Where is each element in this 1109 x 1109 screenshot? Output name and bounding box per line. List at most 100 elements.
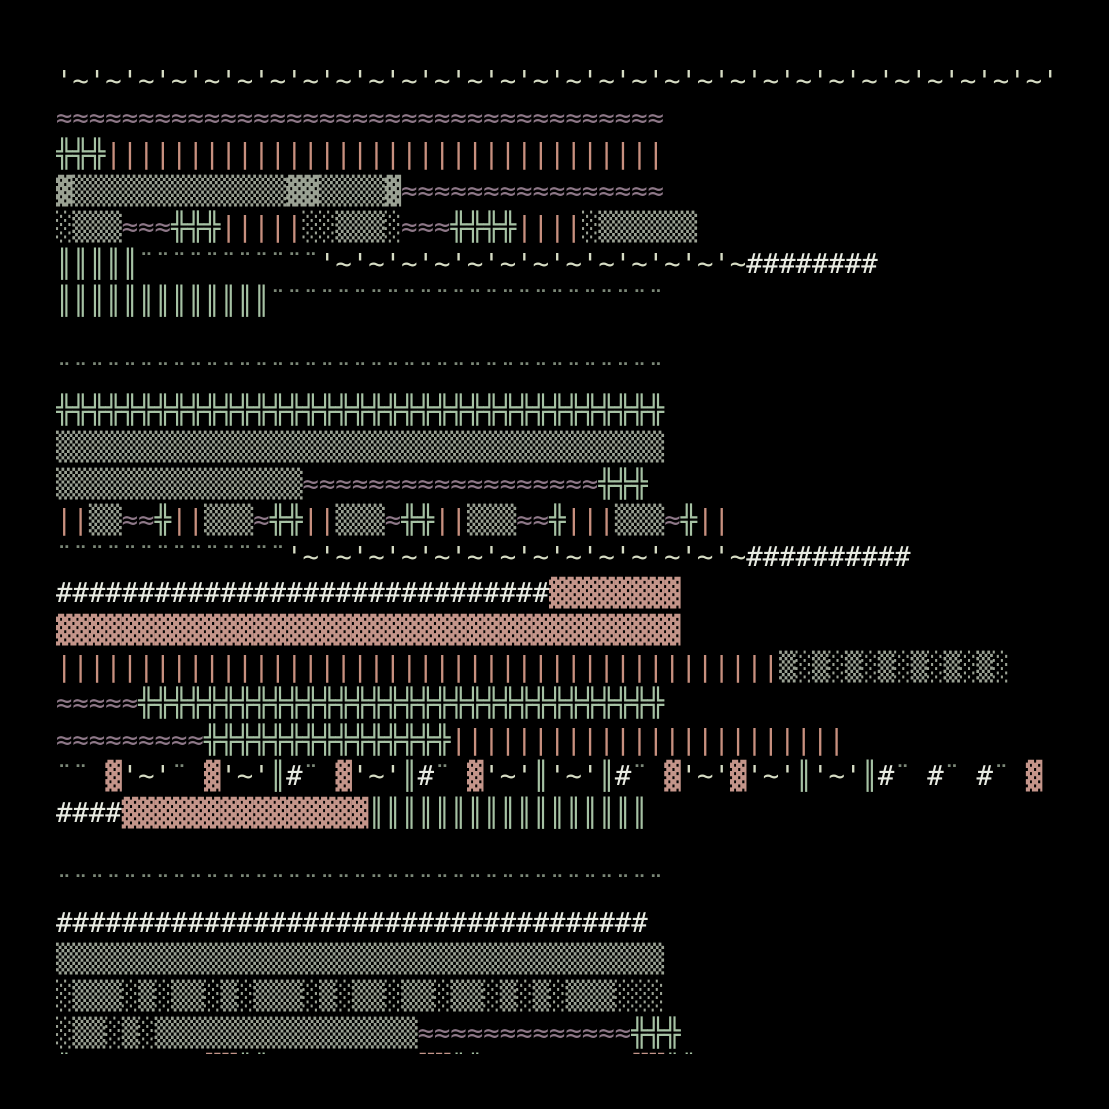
glyph-run-cross: ╬╬╬╬╬╬╬╬╬╬╬╬╬╬╬ bbox=[203, 724, 451, 756]
glyph-row: '~'~'~'~'~'~'~'~'~'~'~'~'~'~'~'~'~'~'~'~… bbox=[56, 64, 1054, 100]
glyph-row: ≈≈≈≈≈╬╬╬╬╬╬╬╬╬╬╬╬╬╬╬╬╬╬╬╬╬╬╬╬╬╬╬╬╬╬╬╬ bbox=[56, 686, 1054, 722]
glyph-run-tilde-line: '~'~'~'~'~'~'~'~'~'~'~'~'~ bbox=[318, 249, 747, 280]
glyph-row: ▓▒▒▒▒▒▒▒▒▒▒▒▒▒▓▓▒▒▒▒▓≈≈≈≈≈≈≈≈≈≈≈≈≈≈≈≈ bbox=[56, 174, 1054, 210]
glyph-run-dots: ¨ bbox=[631, 761, 665, 793]
glyph-run-shade: ▒▒▒ bbox=[466, 505, 517, 537]
glyph-run-tilde-line: '~'~'~'~'~'~'~'~'~'~'~'~'~'~'~'~'~'~'~'~… bbox=[56, 66, 1054, 97]
glyph-run-block: ▓▓▓▓▓▓▓▓▓▓▓▓▓▓▓▓▓▓▓▓▓▓▓▓▓▓▓▓▓▓▓▓▓▓▓▓▓▓ bbox=[56, 615, 681, 646]
glyph-run-shade: ▒▒▒ bbox=[614, 505, 665, 537]
glyph-row: ≈≈≈≈≈≈≈≈≈╬╬╬╬╬╬╬╬╬╬╬╬╬╬╬||||||||||||||||… bbox=[56, 723, 1054, 759]
glyph-run-shade: ▒▒ bbox=[88, 505, 122, 537]
glyph-run-block: ▓ bbox=[466, 761, 484, 793]
glyph-row bbox=[56, 320, 1054, 356]
glyph-run-block: ▓▓▓▓▓▓▓▓▓▓▓▓▓▓▓ bbox=[121, 798, 369, 829]
glyph-run-hash: # bbox=[417, 761, 435, 793]
glyph-row: ¨¨¨¨¨¨¨¨¨¨¨¨¨¨¨¨¨¨¨¨¨¨¨¨¨¨¨¨¨¨¨¨¨¨¨¨¨ bbox=[56, 357, 1054, 393]
glyph-run-dbl-bar: ║ bbox=[269, 761, 287, 793]
glyph-run-hash: ########## bbox=[746, 541, 911, 573]
glyph-run-hash: # bbox=[927, 761, 944, 793]
glyph-run-pipe: || bbox=[171, 505, 204, 537]
glyph-run-dbl-bar: ║ bbox=[861, 761, 878, 793]
glyph-row: ║¨¨'~'~##▓▓║║¨¨'~'~###▓▓║║¨¨'~'~###▓▓║║¨… bbox=[56, 1052, 1054, 1054]
glyph-run-cross: ╬╬ bbox=[269, 505, 303, 537]
glyph-run-shade: ░▒▒▒▒▒▒ bbox=[581, 212, 698, 244]
glyph-run-block: ▓ bbox=[105, 761, 122, 793]
glyph-run-dots: ¨¨¨¨¨¨¨¨¨¨¨¨¨¨¨¨¨¨¨¨¨¨¨¨¨¨¨¨¨¨¨¨¨¨¨¨¨ bbox=[56, 358, 665, 390]
glyph-run-block: ▓ bbox=[664, 761, 681, 793]
glyph-run-dbl-bar: ║ bbox=[795, 761, 813, 793]
glyph-run-dbl-bar: ║║║║║║║║║║║║║║║║║ bbox=[368, 798, 648, 829]
glyph-run-shade: ▒▒▒▒▒▒▒▒▒▒▒▒▒▒▒ bbox=[56, 468, 303, 500]
glyph-run-shade: ▒▒▒▒▒▒▒▒▒▒▒▒▒▒▒▒▒▒▒▒▒▒▒▒▒▒▒▒▒▒▒▒▒▒▒▒▒ bbox=[56, 944, 665, 976]
glyph-run-shade: ░▒▒▒ bbox=[56, 212, 122, 244]
glyph-run-dots: ¨ bbox=[302, 761, 336, 793]
glyph-run-dots: ¨ bbox=[992, 761, 1026, 793]
glyph-run-dbl-bar: ║ bbox=[598, 761, 615, 793]
glyph-run-block: ▓▓▓▓▓▓▓▓ bbox=[549, 578, 681, 610]
glyph-run-cross: ╬╬╬╬╬╬╬╬╬╬╬╬╬╬╬╬╬╬╬╬╬╬╬╬╬╬╬╬╬╬╬╬ bbox=[138, 688, 665, 720]
glyph-run-wave: ≈≈ bbox=[121, 505, 155, 537]
glyph-run-wave: ≈≈≈≈≈ bbox=[56, 688, 139, 720]
glyph-run-shade: ░▒▒▒░▒░▒▒░▒░▒▒▒░▒░▒▒░▒▒░▒▒░▒░▒░▒▒▒░░░ bbox=[56, 981, 665, 1012]
glyph-run-tilde-line: '~' bbox=[746, 761, 796, 793]
glyph-run-shade: ▓▒▒▒▒▒▒▒▒▒▒▒▒▒▓▓▒▒▒▒▓ bbox=[56, 175, 402, 207]
glyph-row: ╬╬╬|||||||||||||||||||||||||||||||||| bbox=[56, 137, 1054, 173]
glyph-run-hash: # bbox=[877, 761, 895, 793]
glyph-run-cross: ╬╬ bbox=[401, 505, 435, 537]
glyph-run-pipe: || bbox=[302, 505, 336, 537]
glyph-row: ║║║║║¨¨¨¨¨¨¨¨¨¨¨'~'~'~'~'~'~'~'~'~'~'~'~… bbox=[56, 247, 1054, 283]
glyph-run-wave: ≈≈≈≈≈≈≈≈≈ bbox=[56, 724, 204, 756]
glyph-run-pipe: || bbox=[697, 505, 730, 537]
glyph-run-cross: ╬╬╬╬ bbox=[450, 212, 517, 244]
glyph-run-block: ▓ bbox=[1025, 761, 1043, 793]
glyph-run-shade: ▒▒▒▒▒▒▒▒▒▒▒▒▒▒▒▒▒▒▒▒▒▒▒▒▒▒▒▒▒▒▒▒▒▒▒▒▒ bbox=[56, 432, 665, 463]
glyph-row: ▒▒▒▒▒▒▒▒▒▒▒▒▒▒▒▒▒▒▒▒▒▒▒▒▒▒▒▒▒▒▒▒▒▒▒▒▒ bbox=[56, 942, 1054, 978]
glyph-run-hash: # bbox=[614, 761, 632, 793]
glyph-run-wave: ≈≈≈≈≈≈≈≈≈≈≈≈≈≈≈≈ bbox=[401, 175, 665, 207]
glyph-run-hash: #################################### bbox=[56, 907, 648, 939]
glyph-run-block: ▓ bbox=[203, 761, 221, 793]
glyph-row: ░▒▒▒░▒░▒▒░▒░▒▒▒░▒░▒▒░▒▒░▒▒░▒░▒░▒▒▒░░░ bbox=[56, 979, 1054, 1015]
glyph-run-tilde-line: '~'~'~'~'~'~'~'~'~'~'~'~'~'~ bbox=[286, 541, 747, 573]
glyph-run-cross: ╬╬╬ bbox=[598, 468, 648, 500]
glyph-run-block: ▓ bbox=[335, 761, 352, 793]
glyph-run-cross: ╬╬╬ bbox=[56, 139, 106, 171]
glyph-run-hash: #### bbox=[56, 798, 122, 829]
glyph-row: ╬╬╬╬╬╬╬╬╬╬╬╬╬╬╬╬╬╬╬╬╬╬╬╬╬╬╬╬╬╬╬╬╬╬╬╬╬ bbox=[56, 393, 1054, 429]
glyph-run-shade: ▒░▒░▒░▒░▒░▒░▒░ bbox=[779, 651, 1010, 683]
glyph-run-cross: ╬ bbox=[680, 505, 698, 537]
glyph-run-dots: ¨¨¨¨¨¨¨¨¨¨¨¨¨¨¨¨¨¨¨¨¨¨¨¨ bbox=[269, 285, 665, 317]
glyph-run-dots bbox=[56, 322, 72, 353]
glyph-run-dbl-bar: ║║║║║║║║║║║║║ bbox=[56, 285, 270, 317]
glyph-run-pipe: |||||||||||||||||||||||||||||||||| bbox=[105, 139, 665, 171]
glyph-run-pipe: ||||| bbox=[220, 212, 303, 244]
ascii-art-canvas: '~'~'~'~'~'~'~'~'~'~'~'~'~'~'~'~'~'~'~'~… bbox=[56, 64, 1054, 1054]
glyph-run-pipe: || bbox=[434, 505, 467, 537]
glyph-row: ≈≈≈≈≈≈≈≈≈≈≈≈≈≈≈≈≈≈≈≈≈≈≈≈≈≈≈≈≈≈≈≈≈≈≈≈≈ bbox=[56, 101, 1054, 137]
glyph-row: ||▒▒≈≈╬||▒▒▒≈╬╬||▒▒▒≈╬╬||▒▒▒≈≈╬|||▒▒▒≈╬|… bbox=[56, 503, 1054, 539]
glyph-row: ░▒▒░▒░▒▒▒▒▒▒▒▒▒▒▒▒▒▒▒▒≈≈≈≈≈≈≈≈≈≈≈≈≈╬╬╬ bbox=[56, 1016, 1054, 1052]
glyph-run-dbl-bar: ║ bbox=[401, 761, 418, 793]
glyph-row: ║║║║║║║║║║║║║¨¨¨¨¨¨¨¨¨¨¨¨¨¨¨¨¨¨¨¨¨¨¨¨ bbox=[56, 284, 1054, 320]
glyph-run-pipe: || bbox=[56, 505, 89, 537]
glyph-row: ##############################▓▓▓▓▓▓▓▓ bbox=[56, 576, 1054, 612]
glyph-run-cross: ╬╬╬ bbox=[171, 212, 221, 244]
glyph-run-dbl-bar: ║║║║║ bbox=[56, 249, 139, 280]
glyph-run-wave: ≈ bbox=[664, 505, 681, 537]
glyph-run-hash: ######## bbox=[746, 249, 878, 280]
glyph-run-wave: ≈≈ bbox=[516, 505, 550, 537]
glyph-run-wave: ≈≈≈ bbox=[121, 212, 172, 244]
glyph-run-cross: ╬╬╬╬╬╬╬╬╬╬╬╬╬╬╬╬╬╬╬╬╬╬╬╬╬╬╬╬╬╬╬╬╬╬╬╬╬ bbox=[56, 395, 665, 427]
glyph-run-dots: ¨ bbox=[943, 761, 977, 793]
glyph-row: ¨¨ ▓'~'¨ ▓'~'║#¨ ▓'~'║#¨ ▓'~'║'~'║#¨ ▓'~… bbox=[56, 759, 1054, 795]
glyph-run-pipe: |||||||||||||||||||||||| bbox=[450, 724, 845, 756]
glyph-row bbox=[56, 833, 1054, 869]
glyph-run-tilde-line: '~' bbox=[812, 761, 862, 793]
glyph-run-dots: ¨¨¨¨¨¨¨¨¨¨¨¨¨¨¨¨¨¨¨¨¨¨¨¨¨¨¨¨¨¨¨¨¨¨¨¨¨ bbox=[56, 871, 665, 903]
glyph-run-pipe: ||| bbox=[565, 505, 615, 537]
glyph-run-dots bbox=[56, 835, 72, 866]
glyph-run-dbl-bar: ║ bbox=[532, 761, 550, 793]
glyph-run-wave: ≈≈≈≈≈≈≈≈≈≈≈≈≈≈≈≈≈≈≈≈≈≈≈≈≈≈≈≈≈≈≈≈≈≈≈≈≈ bbox=[56, 102, 665, 134]
glyph-run-tilde-line: '~' bbox=[549, 761, 599, 793]
glyph-row: ||||||||||||||||||||||||||||||||||||||||… bbox=[56, 650, 1054, 686]
